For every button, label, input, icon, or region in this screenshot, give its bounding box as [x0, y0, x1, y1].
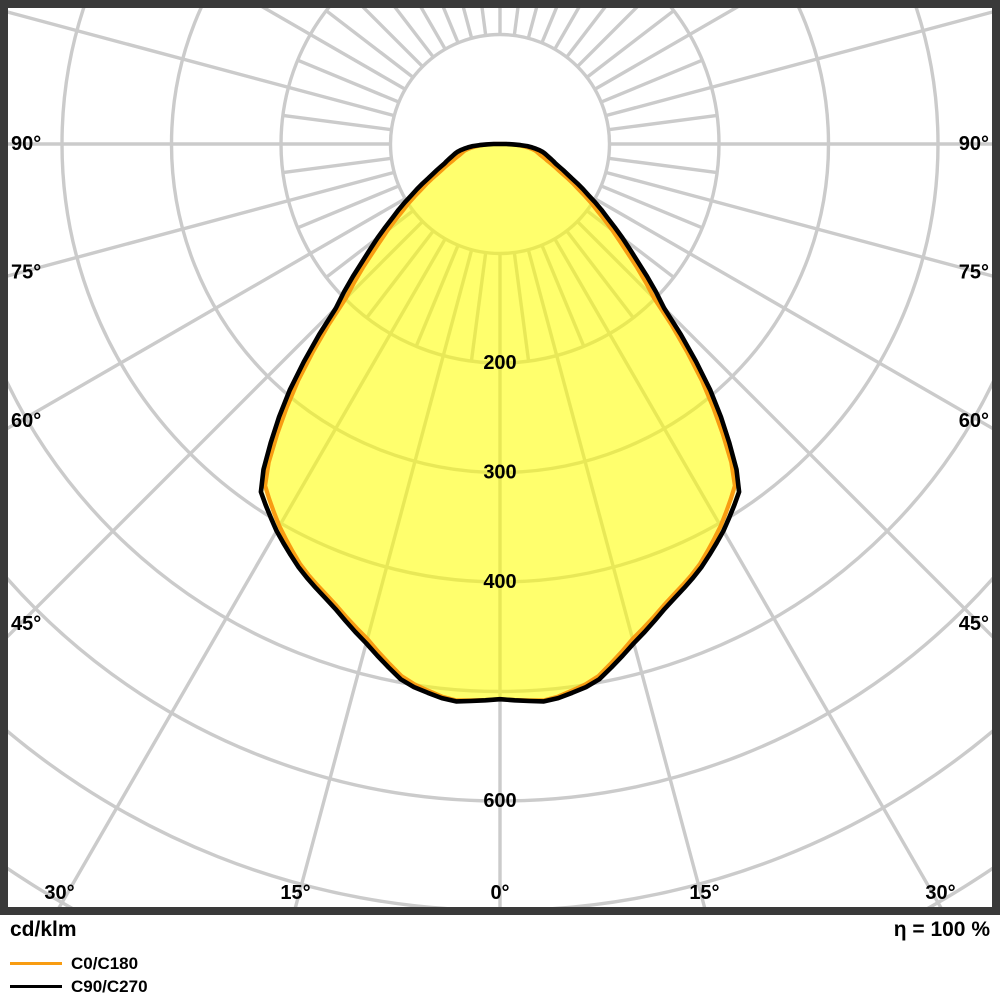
svg-text:0°: 0°	[490, 882, 509, 904]
svg-text:45°: 45°	[959, 613, 989, 635]
legend-line-swatch	[10, 962, 62, 965]
svg-text:75°: 75°	[11, 262, 41, 284]
svg-text:600: 600	[483, 790, 516, 812]
svg-text:60°: 60°	[11, 410, 41, 432]
svg-text:60°: 60°	[959, 410, 989, 432]
polar-diagram: 200 300 400 600 0° 15° 15° 30° 30° 45° 45° 60° 60° 75…	[0, 0, 1000, 915]
svg-text:15°: 15°	[280, 882, 310, 904]
legend-label: C0/C180	[71, 953, 139, 973]
svg-text:15°: 15°	[689, 882, 719, 904]
svg-text:400: 400	[483, 571, 516, 593]
legend-item-c0-c180: C0/C180	[10, 952, 148, 975]
legend-label: C90/C270	[71, 976, 148, 996]
polar-chart-svg: 200 300 400 600 0° 15° 15° 30° 30° 45° 45° 60° 60° 75…	[8, 8, 992, 907]
unit-label: cd/klm	[10, 918, 77, 941]
light-output-ratio-label: η = 100 %	[893, 918, 990, 941]
svg-text:90°: 90°	[11, 133, 41, 155]
legend-line-swatch	[10, 985, 62, 988]
svg-text:300: 300	[483, 462, 516, 484]
svg-text:30°: 30°	[44, 882, 74, 904]
svg-text:90°: 90°	[959, 133, 989, 155]
legend-item-c90-c270: C90/C270	[10, 975, 148, 998]
svg-text:200: 200	[483, 352, 516, 374]
svg-text:45°: 45°	[11, 613, 41, 635]
svg-text:75°: 75°	[959, 262, 989, 284]
svg-text:30°: 30°	[925, 882, 955, 904]
legend: C0/C180 C90/C270	[10, 952, 148, 998]
